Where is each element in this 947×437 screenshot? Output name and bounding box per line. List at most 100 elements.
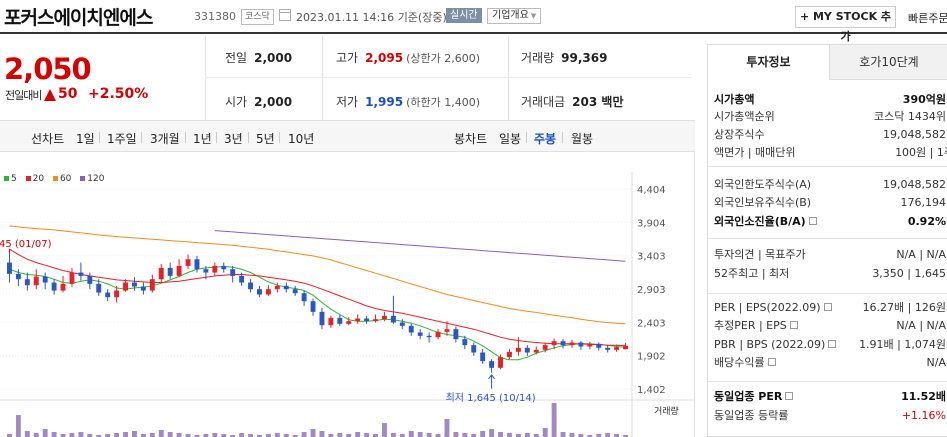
volume-bar: [587, 435, 593, 437]
info-label: 동일업종 PER: [714, 390, 794, 404]
candle-body: [203, 269, 209, 273]
candle-body: [96, 283, 102, 293]
volume-bar: [51, 432, 57, 437]
info-value: 11.52배: [901, 390, 946, 403]
tab-candle-chart[interactable]: 봉차트: [454, 132, 488, 146]
volume-bar: [212, 433, 218, 437]
price-chart[interactable]: 5 20 60 120 4,404 3,904 3,403 2,903 2,403 1,9…: [0, 152, 695, 437]
candle-body: [560, 341, 566, 346]
volume-bar: [426, 433, 432, 437]
volume-bar: [230, 435, 236, 437]
divider: [205, 36, 206, 120]
volume-bar: [257, 435, 262, 437]
candle-body: [87, 275, 93, 284]
info-label: 배당수익률: [714, 356, 776, 370]
divider: [185, 132, 186, 143]
candle-body: [328, 317, 334, 326]
help-icon[interactable]: [823, 303, 832, 311]
tab-invest-info[interactable]: 투자정보: [708, 45, 829, 80]
tab-period-3m[interactable]: 3개월: [150, 132, 180, 146]
add-mystock-button[interactable]: + MY STOCK 추가: [795, 6, 896, 43]
volume-bar: [373, 434, 378, 437]
tab-candle-weekly[interactable]: 주봉: [534, 132, 557, 146]
help-icon[interactable]: [808, 217, 817, 225]
candlestick-chart: 4,404 3,904 3,403 2,903 2,403 1,902 1,402 최고 3,…: [0, 172, 695, 437]
tab-period-1d[interactable]: 1일: [76, 132, 95, 146]
candle-body: [337, 317, 343, 324]
volume-bar: [390, 433, 396, 437]
info-label: 시가총액: [714, 93, 755, 106]
tab-candle-monthly[interactable]: 월봉: [571, 132, 594, 146]
candle-body: [265, 289, 271, 295]
quick-order-button[interactable]: 빠른주문: [908, 12, 947, 25]
tab-period-10y[interactable]: 10년: [288, 132, 315, 146]
chart-legend: 5 20 60 120: [3, 174, 109, 184]
volume-bar: [569, 433, 575, 437]
candle-body: [167, 267, 173, 276]
candle-body: [569, 342, 575, 346]
tab-candle-daily[interactable]: 일봉: [499, 132, 522, 146]
info-label: 투자의견 | 목표주가: [714, 248, 806, 261]
high-price: 고가 2,095 (상한가 2,600): [336, 51, 480, 65]
volume-bar: [328, 434, 334, 437]
tab-order-book[interactable]: 호가10단계: [829, 45, 947, 80]
volume-bar: [364, 433, 370, 437]
max-price-annotation: 최고 3,445 (01/07): [0, 238, 52, 250]
prev-close: 전일 2,000: [225, 51, 293, 65]
trade-amount: 거래대금 203 백만: [521, 95, 624, 109]
stock-code: 331380: [194, 10, 236, 23]
info-label: 상장주식수: [714, 128, 765, 141]
candle-body: [471, 345, 477, 353]
volume-bar: [489, 429, 495, 437]
volume-bar: [614, 434, 620, 437]
tab-line-chart[interactable]: 선차트: [31, 132, 65, 146]
candle-body: [78, 272, 84, 276]
info-label: PBR | BPS (2022.09): [714, 338, 837, 352]
info-value: 1.91배 | 1,074원: [859, 338, 946, 351]
volume-bar: [417, 432, 423, 437]
candle-body: [346, 321, 352, 324]
calendar-icon: [279, 9, 291, 21]
volume-bar: [15, 415, 21, 437]
price-change-pct: +2.50%: [88, 86, 149, 102]
volume-bar: [408, 431, 414, 437]
realtime-button[interactable]: 실시간: [446, 8, 482, 23]
candle-body: [489, 361, 495, 368]
min-arrow-head: [488, 373, 496, 380]
candle-body: [596, 343, 602, 348]
volume-bar: [453, 432, 459, 437]
divider: [562, 132, 563, 143]
help-icon[interactable]: [785, 392, 794, 400]
volume-bar: [301, 432, 307, 437]
volume-bar: [310, 429, 316, 437]
divider: [708, 381, 947, 382]
info-row: PER | EPS(2022.09) 16.27배 | 126원: [714, 301, 946, 315]
help-icon[interactable]: [767, 358, 776, 366]
candle-body: [417, 332, 423, 336]
info-label: 52주최고 | 최저: [714, 267, 790, 280]
info-row: PBR | BPS (2022.09) 1.91배 | 1,074원: [714, 338, 946, 352]
volume-bar: [346, 434, 352, 437]
volume-bar: [399, 434, 405, 437]
info-value: 390억원: [902, 93, 946, 106]
open-price: 시가 2,000: [225, 95, 293, 109]
info-label: 시가총액순위: [714, 110, 775, 123]
info-label: 외국인보유주식수(B): [714, 196, 812, 209]
volume-bar: [560, 432, 566, 437]
tab-period-1w[interactable]: 1주일: [107, 132, 137, 146]
volume-bar: [498, 432, 503, 437]
tab-period-5y[interactable]: 5년: [256, 132, 275, 146]
info-value: +1.16%: [901, 409, 946, 422]
candle-body: [364, 318, 370, 322]
candle-body: [623, 345, 628, 350]
chart-tab-bar: 선차트 1일 1주일 3개월 1년 3년 5년 10년 봉차트 일봉 주봉 월봉: [0, 120, 695, 152]
tab-period-3y[interactable]: 3년: [224, 132, 243, 146]
volume-bar: [78, 432, 84, 437]
company-info-dropdown[interactable]: 기업개요 ▼: [487, 8, 542, 24]
tab-period-1y[interactable]: 1년: [193, 132, 212, 146]
divider: [141, 132, 142, 143]
y-tick-label: 3,403: [637, 252, 666, 263]
help-icon[interactable]: [789, 321, 798, 329]
help-icon[interactable]: [828, 340, 837, 348]
invest-info-panel: 투자정보 호가10단계 시가총액 390억원 시가총액순위 코스닥 1434위 상장주식…: [707, 44, 947, 437]
